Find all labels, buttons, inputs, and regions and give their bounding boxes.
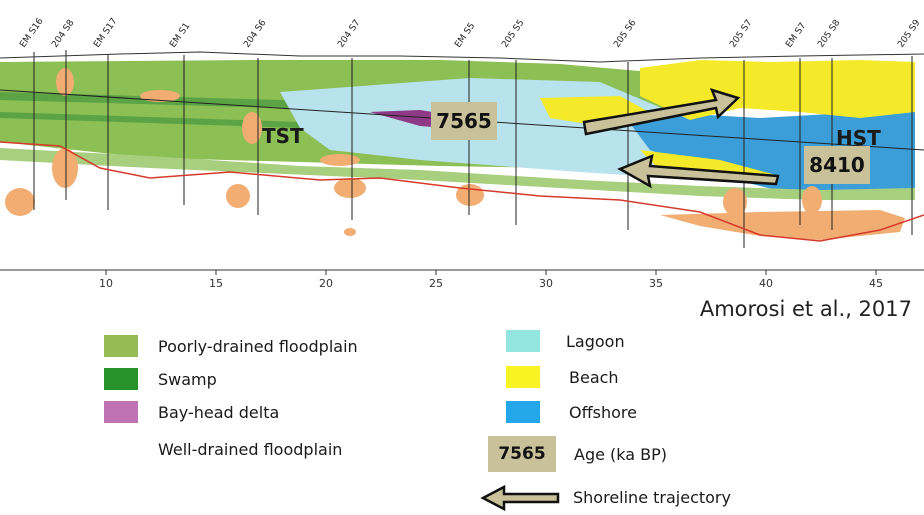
well-label: EM S17 — [92, 17, 119, 50]
x-tick-label: 45 — [869, 277, 883, 290]
shoreline-arrow — [582, 88, 741, 136]
well-label: 205 S6 — [612, 18, 638, 50]
well-label: 205 S9 — [896, 18, 922, 50]
legend-swatch-swamp — [104, 368, 138, 390]
cross-section-diagram: 10 15 20 25 30 35 40 45 EM S16 204 S8 EM S17 EM S1… — [0, 16, 924, 290]
legend-swatch-offshore — [506, 401, 540, 423]
x-axis-ticks: 10 15 20 25 30 35 40 45 — [99, 270, 883, 290]
x-tick-label: 35 — [649, 277, 663, 290]
x-tick-label: 15 — [209, 277, 223, 290]
well-label: 205 S5 — [500, 18, 526, 50]
well-labels: EM S16 204 S8 EM S17 EM S1 204 S6 204 S7 EM S5… — [18, 16, 922, 49]
x-tick-label: 20 — [319, 277, 333, 290]
shoreline-arrow — [617, 153, 780, 189]
x-tick-label: 10 — [99, 277, 113, 290]
well-label: EM S16 — [18, 16, 46, 49]
x-tick-label: 25 — [429, 277, 443, 290]
well-label: 205 S7 — [728, 18, 754, 50]
legend-label: Lagoon — [566, 332, 625, 351]
ground-surface — [0, 51, 924, 63]
legend-swatch-lagoon — [506, 330, 540, 352]
x-tick-label: 30 — [539, 277, 553, 290]
legend-arrow-icon — [480, 484, 560, 512]
well-label: 204 S8 — [50, 18, 76, 50]
legend-age-box: 7565 — [488, 436, 556, 472]
legend-label: Swamp — [158, 370, 217, 389]
legend-label: Age (ka BP) — [574, 445, 668, 464]
legend-label: Offshore — [569, 403, 637, 422]
legend-swatch-bay-head-delta — [104, 401, 138, 423]
well-label: EM S1 — [168, 21, 192, 49]
floodplain-band — [0, 148, 915, 200]
red-boundary — [0, 141, 924, 242]
citation: Amorosi et al., 2017 — [699, 297, 912, 321]
legend-label: Bay-head delta — [158, 403, 280, 422]
tst-label: TST — [262, 124, 304, 148]
well-label: EM S7 — [784, 21, 808, 49]
age-box-8410: 8410 — [804, 146, 870, 184]
x-tick-label: 40 — [759, 277, 773, 290]
age-box-7565: 7565 — [431, 102, 497, 140]
well-label: 204 S6 — [242, 18, 268, 50]
well-label: 204 S7 — [336, 18, 362, 50]
legend-swatch-beach — [506, 366, 540, 388]
swamp-band — [0, 112, 560, 142]
well-label: EM S5 — [453, 21, 477, 49]
orange-paleosols — [5, 68, 905, 240]
legend-label: Well-drained floodplain — [158, 440, 343, 459]
legend-label: Beach — [569, 368, 619, 387]
well-label: 205 S8 — [816, 18, 842, 50]
legend-label: Shoreline trajectory — [573, 488, 731, 507]
legend-label: Poorly-drained floodplain — [158, 337, 358, 356]
legend-swatch-poorly-drained-floodplain — [104, 335, 138, 357]
